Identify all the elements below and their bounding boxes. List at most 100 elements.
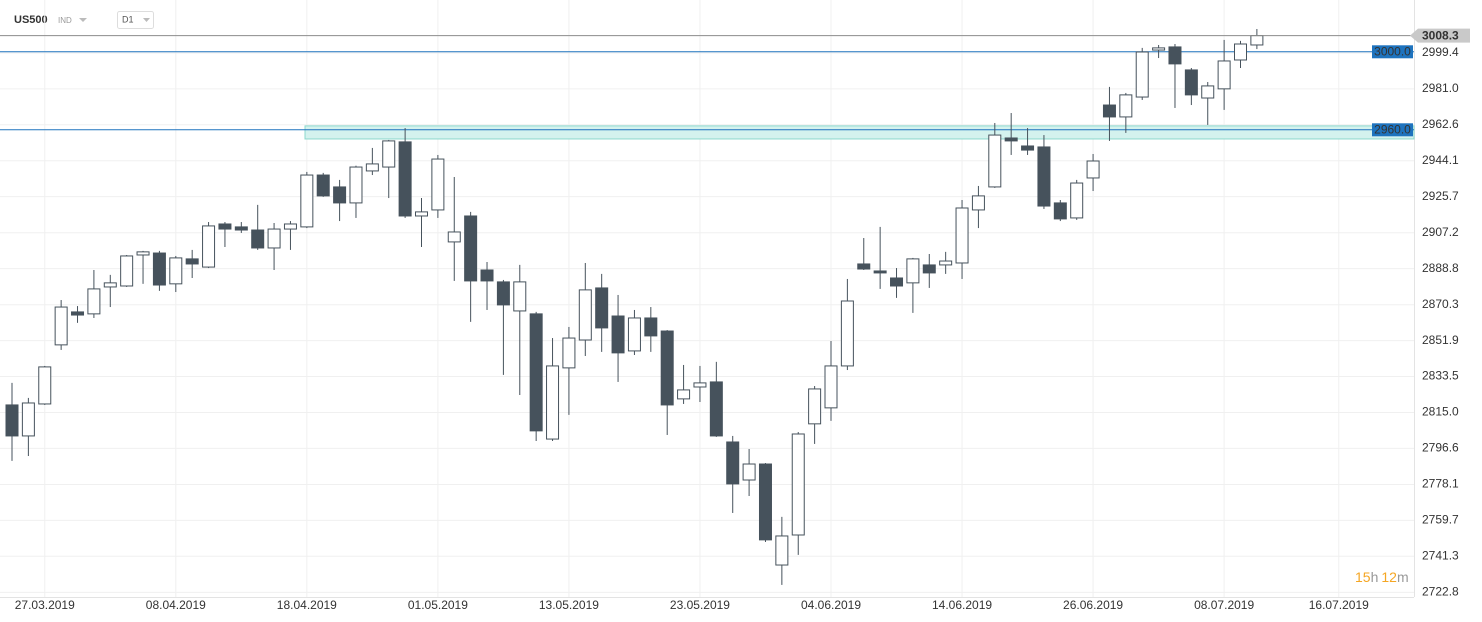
candle-body — [447, 231, 461, 243]
candle-body — [169, 257, 183, 285]
candle-body — [677, 389, 691, 400]
candle-body — [791, 433, 805, 536]
candle-body — [758, 463, 772, 541]
candle-body — [1184, 69, 1198, 96]
candle-body — [382, 140, 396, 168]
candle-body — [152, 252, 166, 286]
candle-body — [300, 174, 314, 228]
candle-body — [251, 229, 265, 249]
level-tag — [1372, 123, 1413, 137]
candle-body — [1152, 47, 1166, 51]
candle-body — [660, 330, 674, 406]
candle-body — [840, 300, 854, 367]
x-tick-label: 26.06.2019 — [1063, 598, 1123, 612]
candle-body — [1086, 160, 1100, 179]
y-tick-label: 2870.3 — [1422, 297, 1459, 311]
candle-body — [398, 141, 412, 217]
timeframe-box[interactable] — [117, 11, 154, 29]
candle-body — [1234, 43, 1247, 61]
candle-body — [349, 166, 363, 204]
x-tick-label: 01.05.2019 — [408, 598, 468, 612]
countdown-unit: h — [1371, 569, 1379, 585]
x-tick-label: 16.07.2019 — [1309, 598, 1369, 612]
candle-body — [775, 535, 789, 566]
y-tick-label: 2759.7 — [1422, 513, 1459, 527]
y-tick-label: 2944.1 — [1422, 153, 1459, 167]
timeframe: D1 — [122, 14, 134, 24]
candle-body — [1053, 202, 1067, 220]
level-tag — [1372, 45, 1413, 59]
y-tick-label: 2815.0 — [1422, 405, 1459, 419]
candle-body — [595, 287, 609, 329]
candle-body — [1168, 46, 1182, 65]
x-tick-label: 23.05.2019 — [670, 598, 730, 612]
countdown-unit: m — [1397, 569, 1409, 585]
x-tick-label: 27.03.2019 — [15, 598, 75, 612]
candle-body — [578, 289, 592, 341]
countdown: 15h 12m — [1355, 569, 1409, 585]
candle-body — [218, 223, 232, 230]
last-price-tag — [1410, 28, 1470, 43]
candle-body — [202, 225, 216, 268]
candle-body — [709, 381, 723, 437]
candle-body — [1119, 94, 1133, 118]
candle-body — [955, 207, 969, 264]
candle-body — [529, 313, 543, 432]
candle-body — [1135, 51, 1149, 98]
candle-body — [988, 134, 1002, 188]
candle-body — [5, 404, 19, 437]
y-tick-label: 2925.7 — [1422, 189, 1459, 203]
symbol-dropdown[interactable] — [79, 18, 87, 22]
level-label: 2960.0 — [1374, 122, 1411, 136]
y-tick-label: 2851.9 — [1422, 333, 1459, 347]
candle-body — [890, 277, 904, 287]
x-tick-label: 08.04.2019 — [146, 598, 206, 612]
timeframe-dropdown — [143, 18, 150, 22]
level-label: 3000.0 — [1374, 44, 1411, 58]
candle-body — [38, 366, 52, 405]
candle-body — [513, 281, 527, 312]
candle-body — [611, 315, 625, 354]
y-tick-label: 2741.3 — [1422, 548, 1459, 562]
candle-body — [185, 258, 199, 265]
y-tick-label: 2833.5 — [1422, 369, 1459, 383]
support-zone — [304, 125, 1415, 140]
candle-body — [906, 258, 920, 284]
candle-body — [644, 317, 658, 337]
candle-body — [267, 228, 281, 249]
y-tick-label: 2796.6 — [1422, 441, 1459, 455]
y-tick-label: 2888.8 — [1422, 261, 1459, 275]
symbol: US500 — [14, 14, 48, 26]
candle-body — [939, 260, 953, 266]
candle-body — [1070, 182, 1084, 219]
candle-body — [1250, 35, 1264, 46]
candle-body — [1201, 85, 1215, 99]
candle-body — [21, 402, 35, 437]
candle-body — [627, 317, 641, 352]
candle-body — [742, 463, 756, 481]
y-tick-label: 2962.6 — [1422, 117, 1459, 131]
candle-body — [496, 281, 510, 306]
y-tick-label: 2722.8 — [1422, 584, 1459, 598]
candle-body — [283, 223, 297, 230]
candle-body — [693, 382, 707, 388]
candle-body — [562, 337, 576, 369]
candle-body — [415, 211, 428, 217]
candle-body — [480, 269, 494, 282]
candle-body — [808, 388, 822, 425]
x-tick-label: 18.04.2019 — [277, 598, 337, 612]
candle-body — [1217, 60, 1231, 90]
last-price-label: 3008.3 — [1422, 28, 1459, 42]
candle-body — [103, 282, 117, 288]
candle-body — [464, 215, 478, 282]
candle-body — [971, 195, 985, 211]
candle-body — [824, 365, 838, 409]
candle-body — [922, 264, 936, 274]
candle-body — [1021, 145, 1035, 151]
x-tick-label: 13.05.2019 — [539, 598, 599, 612]
candle-body — [873, 270, 887, 274]
x-tick-label: 08.07.2019 — [1194, 598, 1254, 612]
candle-body — [1102, 104, 1116, 118]
x-tick-label: 14.06.2019 — [932, 598, 992, 612]
